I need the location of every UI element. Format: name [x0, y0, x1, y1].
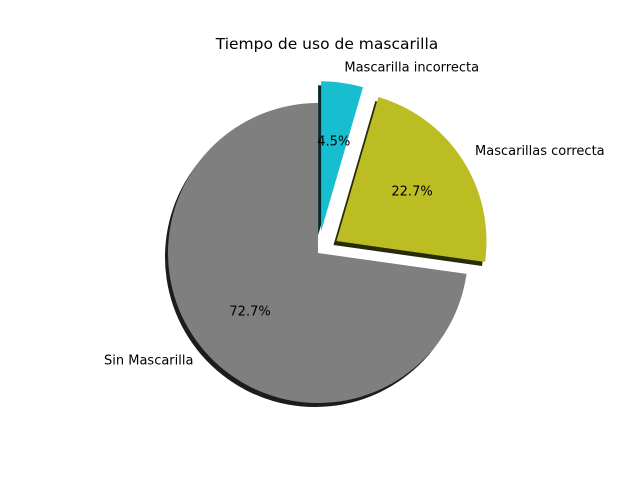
slice-mascarilla-incorrecta-label: Mascarilla incorrecta	[344, 60, 479, 75]
slice-labels: Mascarilla incorrecta 4.5% Mascarillas cor…	[104, 60, 605, 368]
slice-mascarilla-incorrecta-percent: 4.5%	[317, 135, 350, 150]
slice-mascarillas-correcta-percent: 22.7%	[391, 185, 432, 200]
slice-mascarillas-correcta	[336, 97, 487, 262]
chart-title: Tiempo de uso de mascarilla	[215, 35, 439, 53]
slice-sin-mascarilla	[168, 103, 467, 403]
slice-sin-mascarilla-percent: 72.7%	[229, 305, 270, 320]
slice-mascarilla-incorrecta	[321, 81, 363, 232]
slice-sin-mascarilla-label: Sin Mascarilla	[104, 354, 193, 369]
slices	[168, 81, 487, 403]
slice-mascarillas-correcta-label: Mascarillas correcta	[475, 144, 605, 159]
